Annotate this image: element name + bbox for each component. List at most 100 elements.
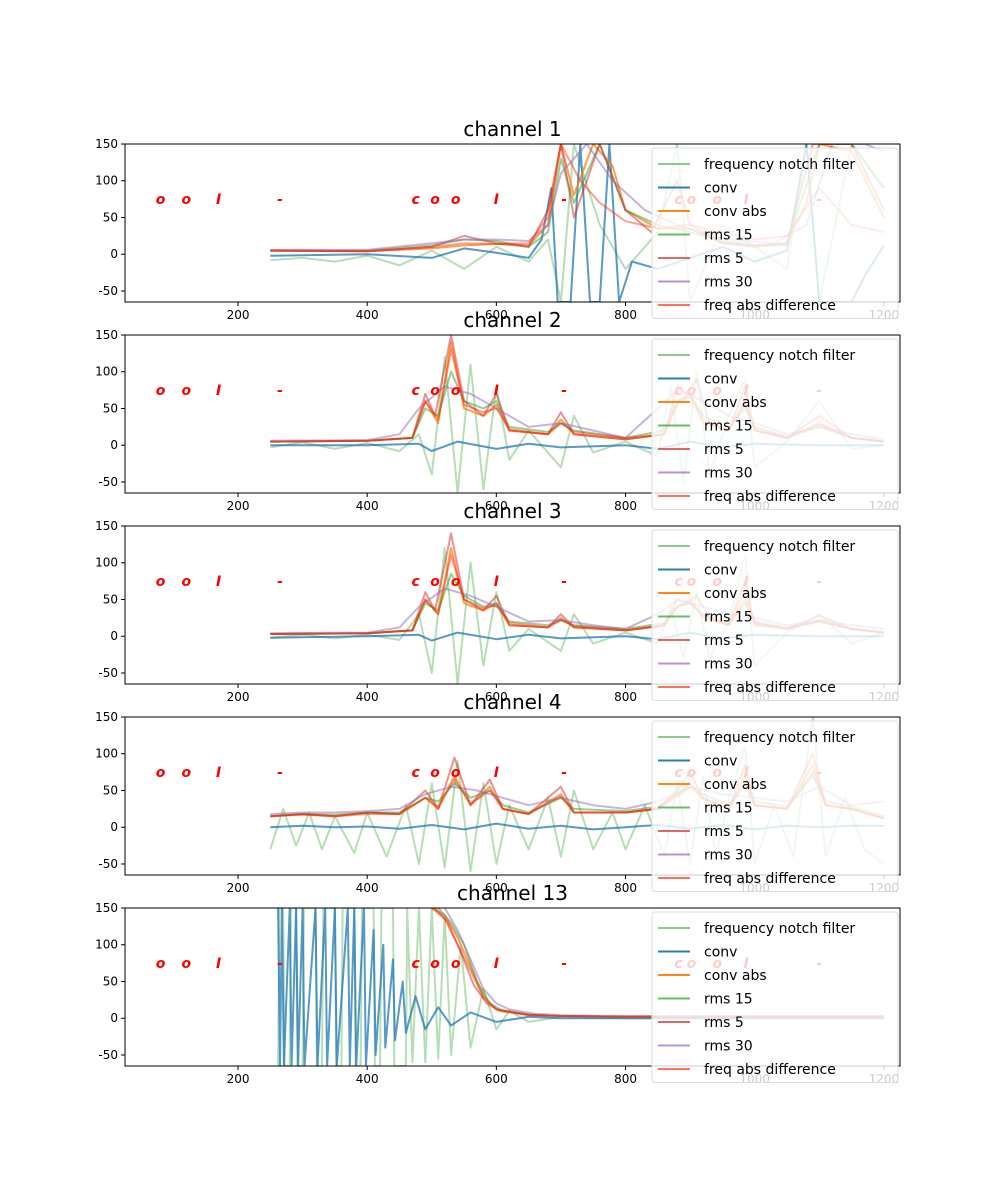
- x-tick-label: 800: [614, 690, 637, 704]
- x-tick-label: 800: [614, 881, 637, 895]
- annotation-marker: I: [494, 383, 499, 399]
- annotation-marker: -: [561, 383, 567, 399]
- annotation-marker: o: [430, 956, 440, 972]
- annotation-marker: I: [494, 574, 499, 590]
- legend-label: conv abs: [704, 586, 767, 602]
- legend: frequency notch filter conv conv abs rms 15…: [651, 529, 899, 701]
- legend-label: frequency notch filter: [704, 730, 855, 746]
- legend-label: rms 15: [704, 801, 753, 817]
- plot-frame: [124, 143, 901, 303]
- annotation-marker: c: [411, 383, 420, 399]
- legend-label: conv: [704, 945, 737, 961]
- y-tick-label: 100: [95, 556, 118, 570]
- legend-label: freq abs difference: [704, 489, 836, 505]
- legend-label: frequency notch filter: [704, 921, 855, 937]
- panel-title: channel 1: [463, 117, 561, 141]
- legend-label: conv abs: [704, 968, 767, 984]
- legend-label: rms 30: [704, 466, 753, 482]
- y-tick-label: 50: [103, 783, 118, 797]
- legend-label: rms 15: [704, 419, 753, 435]
- series-line-conv: [277, 908, 884, 1066]
- y-tick-label: 100: [95, 747, 118, 761]
- y-tick-label: 50: [103, 401, 118, 415]
- legend-box: [651, 720, 899, 892]
- y-tick-label: 0: [110, 820, 118, 834]
- plot-frame: [124, 907, 901, 1067]
- legend-label: conv abs: [704, 777, 767, 793]
- annotation-marker: I: [216, 765, 221, 781]
- x-tick-label: 400: [356, 499, 379, 513]
- annotation-marker: -: [277, 383, 283, 399]
- annotation-marker: c: [411, 192, 420, 208]
- legend-label: rms 15: [704, 228, 753, 244]
- y-tick-label: 100: [95, 365, 118, 379]
- y-tick-label: 150: [95, 137, 118, 151]
- x-tick-label: 200: [227, 308, 250, 322]
- x-tick-label: 400: [356, 1072, 379, 1086]
- legend-label: freq abs difference: [704, 871, 836, 887]
- y-tick-label: 50: [103, 210, 118, 224]
- annotation-marker: I: [494, 765, 499, 781]
- annotation-marker: I: [494, 192, 499, 208]
- plot-frame: [124, 334, 901, 494]
- legend-label: conv: [704, 754, 737, 770]
- panel-4: channel 4ooI-cooI-cooI-20040060080010001…: [95, 690, 901, 895]
- legend-label: rms 30: [704, 657, 753, 673]
- annotation-marker: I: [216, 192, 221, 208]
- x-tick-label: 800: [614, 499, 637, 513]
- annotation-marker: -: [561, 765, 567, 781]
- annotation-marker: o: [451, 956, 461, 972]
- legend-label: rms 15: [704, 992, 753, 1008]
- legend-box: [651, 911, 899, 1083]
- y-tick-label: 0: [110, 629, 118, 643]
- x-tick-label: 600: [485, 881, 508, 895]
- annotation-marker: o: [182, 956, 192, 972]
- x-tick-label: 800: [614, 308, 637, 322]
- legend-box: [651, 147, 899, 319]
- annotation-marker: -: [277, 574, 283, 590]
- x-tick-label: 200: [227, 499, 250, 513]
- y-tick-label: -50: [98, 475, 118, 489]
- annotation-marker: -: [561, 574, 567, 590]
- x-tick-label: 400: [356, 881, 379, 895]
- legend-label: freq abs difference: [704, 298, 836, 314]
- annotation-marker: o: [451, 192, 461, 208]
- annotation-marker: I: [216, 383, 221, 399]
- y-tick-label: -50: [98, 284, 118, 298]
- x-tick-label: 200: [227, 881, 250, 895]
- y-tick-label: 150: [95, 328, 118, 342]
- panel-title: channel 2: [463, 308, 561, 332]
- annotation-marker: o: [430, 383, 440, 399]
- legend-label: conv: [704, 372, 737, 388]
- panel-2: channel 2ooI-cooI-cooI-20040060080010001…: [95, 308, 901, 513]
- legend-label: frequency notch filter: [704, 157, 855, 173]
- annotation-marker: -: [277, 956, 283, 972]
- annotation-marker: c: [411, 765, 420, 781]
- x-tick-label: 600: [485, 1072, 508, 1086]
- panel-title: channel 3: [463, 499, 561, 523]
- legend-box: [651, 338, 899, 510]
- legend-label: frequency notch filter: [704, 539, 855, 555]
- legend: frequency notch filter conv conv abs rms 15…: [651, 147, 899, 319]
- annotation-marker: o: [156, 956, 166, 972]
- legend-label: rms 5: [704, 442, 744, 458]
- annotation-marker: -: [561, 956, 567, 972]
- x-tick-label: 200: [227, 690, 250, 704]
- panel-5: channel 13ooI-cooI-cooI-2004006008001000…: [95, 881, 901, 1086]
- annotation-marker: o: [156, 765, 166, 781]
- y-tick-label: 150: [95, 901, 118, 915]
- panel-title: channel 4: [463, 690, 561, 714]
- panel-3: channel 3ooI-cooI-cooI-20040060080010001…: [95, 499, 901, 704]
- y-tick-label: 100: [95, 938, 118, 952]
- annotation-marker: o: [430, 192, 440, 208]
- legend-label: rms 30: [704, 848, 753, 864]
- legend-label: conv: [704, 181, 737, 197]
- annotation-marker: o: [430, 765, 440, 781]
- legend-label: rms 5: [704, 824, 744, 840]
- annotation-marker: -: [277, 765, 283, 781]
- x-tick-label: 600: [485, 499, 508, 513]
- legend-label: freq abs difference: [704, 680, 836, 696]
- y-tick-label: 50: [103, 592, 118, 606]
- legend-label: frequency notch filter: [704, 348, 855, 364]
- x-tick-label: 800: [614, 1072, 637, 1086]
